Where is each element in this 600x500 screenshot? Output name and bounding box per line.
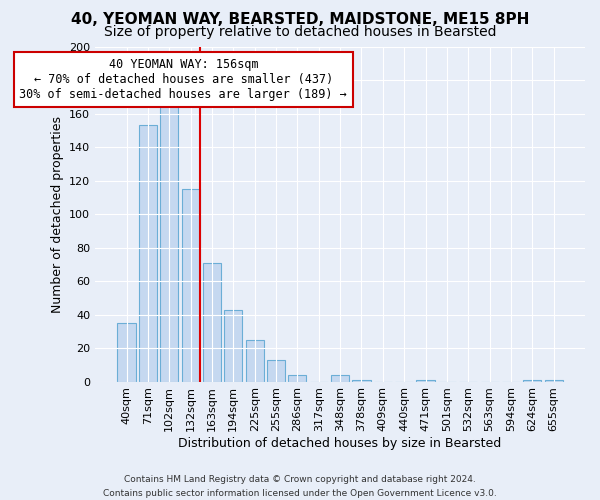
Bar <box>182 189 200 382</box>
Text: Size of property relative to detached houses in Bearsted: Size of property relative to detached ho… <box>104 25 496 39</box>
Bar <box>352 380 371 382</box>
Y-axis label: Number of detached properties: Number of detached properties <box>50 116 64 312</box>
Bar <box>416 380 434 382</box>
Bar <box>523 380 541 382</box>
Bar <box>331 375 349 382</box>
Bar <box>224 310 242 382</box>
Bar <box>160 105 178 382</box>
Bar <box>118 323 136 382</box>
Bar <box>203 262 221 382</box>
Bar <box>267 360 285 382</box>
Text: 40, YEOMAN WAY, BEARSTED, MAIDSTONE, ME15 8PH: 40, YEOMAN WAY, BEARSTED, MAIDSTONE, ME1… <box>71 12 529 28</box>
Bar <box>245 340 264 382</box>
Text: 40 YEOMAN WAY: 156sqm
← 70% of detached houses are smaller (437)
30% of semi-det: 40 YEOMAN WAY: 156sqm ← 70% of detached … <box>19 58 347 101</box>
Bar <box>288 375 307 382</box>
Text: Contains HM Land Registry data © Crown copyright and database right 2024.
Contai: Contains HM Land Registry data © Crown c… <box>103 476 497 498</box>
Bar <box>139 125 157 382</box>
X-axis label: Distribution of detached houses by size in Bearsted: Distribution of detached houses by size … <box>178 437 502 450</box>
Bar <box>545 380 563 382</box>
